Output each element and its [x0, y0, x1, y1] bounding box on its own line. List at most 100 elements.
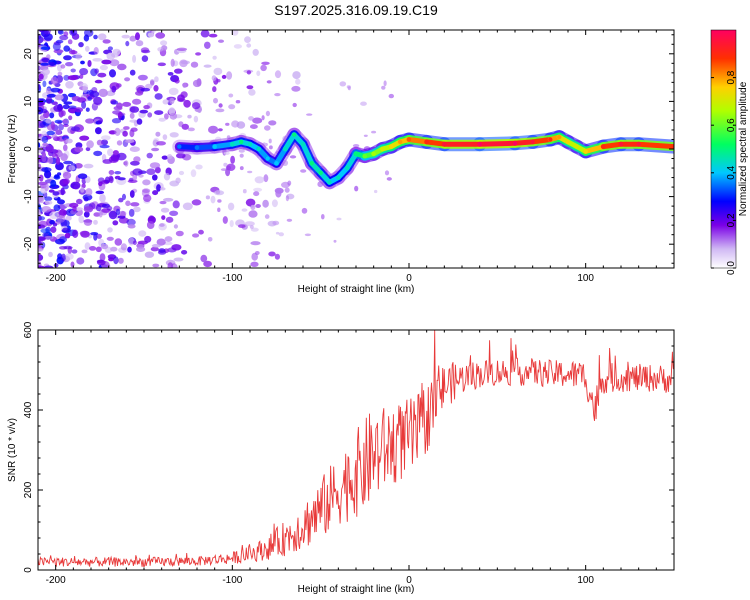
noise-blob [159, 187, 166, 191]
noise-blob [247, 170, 253, 174]
noise-blob [173, 224, 178, 229]
ridge-point [574, 144, 579, 149]
noise-blob [182, 82, 187, 89]
noise-blob [159, 200, 167, 205]
noise-blob [164, 236, 173, 242]
colorbar: 0.0 0.2 0.4 0.6 0.8 Normalized spectral ampl… [710, 29, 749, 275]
snr-plot-area [38, 330, 674, 570]
noise-blob [42, 80, 47, 88]
noise-blob [82, 84, 88, 94]
noise-blob [38, 203, 41, 211]
x-tick-label: -200 [46, 273, 66, 284]
noise-blob [61, 110, 66, 117]
noise-blob [220, 168, 228, 172]
noise-blob [59, 236, 68, 243]
noise-blob [274, 187, 284, 194]
noise-blob [38, 174, 44, 182]
noise-blob [181, 250, 188, 255]
noise-blob [62, 178, 70, 185]
noise-blob [212, 55, 217, 60]
noise-blob [50, 226, 57, 233]
colorbar-gradient [710, 29, 737, 269]
x-tick-label: -100 [222, 273, 242, 284]
noise-blob [250, 124, 258, 129]
noise-blob [40, 228, 50, 234]
noise-blob [336, 217, 342, 221]
noise-blob [268, 138, 272, 144]
noise-blob [38, 248, 44, 252]
noise-blob [48, 61, 56, 66]
noise-blob [306, 113, 313, 116]
noise-blob [53, 175, 61, 180]
noise-blob [102, 39, 111, 44]
noise-blob [129, 69, 136, 76]
noise-blob [250, 204, 256, 211]
spectrogram-x-ticks: -200 -100 0 100 [37, 30, 675, 284]
x-tick-label: 100 [577, 273, 594, 284]
noise-blob [192, 233, 200, 238]
noise-blob [85, 45, 90, 52]
noise-blob [227, 202, 235, 211]
noise-blob [300, 169, 307, 173]
noise-blob [169, 210, 179, 216]
noise-blob [149, 162, 161, 169]
noise-blob [115, 208, 121, 216]
noise-blob [108, 176, 114, 184]
noise-blob [41, 30, 49, 38]
noise-blob [62, 104, 70, 110]
colorbar-tick-label: 0.0 [726, 261, 737, 275]
noise-blob [60, 153, 68, 162]
colorbar-tick-label: 0.4 [726, 165, 737, 179]
noise-blob [55, 129, 62, 136]
noise-blob [73, 107, 84, 113]
noise-blob [261, 61, 270, 65]
noise-blob [271, 199, 278, 208]
noise-blob [215, 189, 221, 195]
noise-blob [76, 257, 85, 265]
ridge-segment [512, 139, 536, 146]
noise-blob [48, 189, 55, 193]
noise-blob [183, 99, 191, 108]
noise-blob [45, 144, 55, 153]
noise-blob [46, 96, 53, 104]
ridge-point [565, 139, 571, 145]
noise-blob [92, 58, 103, 62]
noise-blob [203, 64, 212, 68]
noise-blob [112, 150, 119, 156]
noise-blob [133, 206, 141, 213]
noise-blob [140, 87, 151, 92]
noise-blob [67, 75, 79, 81]
noise-blob [129, 106, 140, 113]
noise-blob [49, 211, 59, 220]
noise-blob [213, 67, 223, 76]
noise-blob [141, 55, 149, 62]
noise-blob [79, 68, 89, 76]
noise-blob [226, 71, 233, 80]
noise-blob [301, 207, 308, 214]
noise-blob [198, 229, 204, 235]
noise-blob [65, 215, 72, 221]
noise-blob [68, 105, 77, 109]
noise-blob [265, 110, 270, 117]
noise-blob [192, 102, 201, 110]
noise-blob [124, 77, 131, 82]
noise-blob [97, 119, 103, 125]
noise-blob [77, 173, 88, 179]
noise-blob [179, 59, 188, 68]
noise-blob [76, 198, 83, 205]
noise-blob [93, 34, 98, 40]
x-tick-label: -200 [46, 575, 66, 586]
noise-blob [86, 140, 94, 149]
noise-blob [78, 215, 85, 224]
noise-blob [64, 232, 71, 239]
x-tick-label: 100 [577, 575, 594, 586]
noise-blob [130, 202, 140, 207]
noise-blob [38, 216, 46, 221]
noise-blob [63, 55, 72, 61]
y-tick-label: -20 [23, 237, 34, 252]
noise-blob [98, 181, 103, 187]
noise-blob [275, 231, 280, 235]
ridge-point [406, 137, 412, 142]
noise-blob [154, 110, 164, 115]
noise-blob [63, 245, 73, 250]
